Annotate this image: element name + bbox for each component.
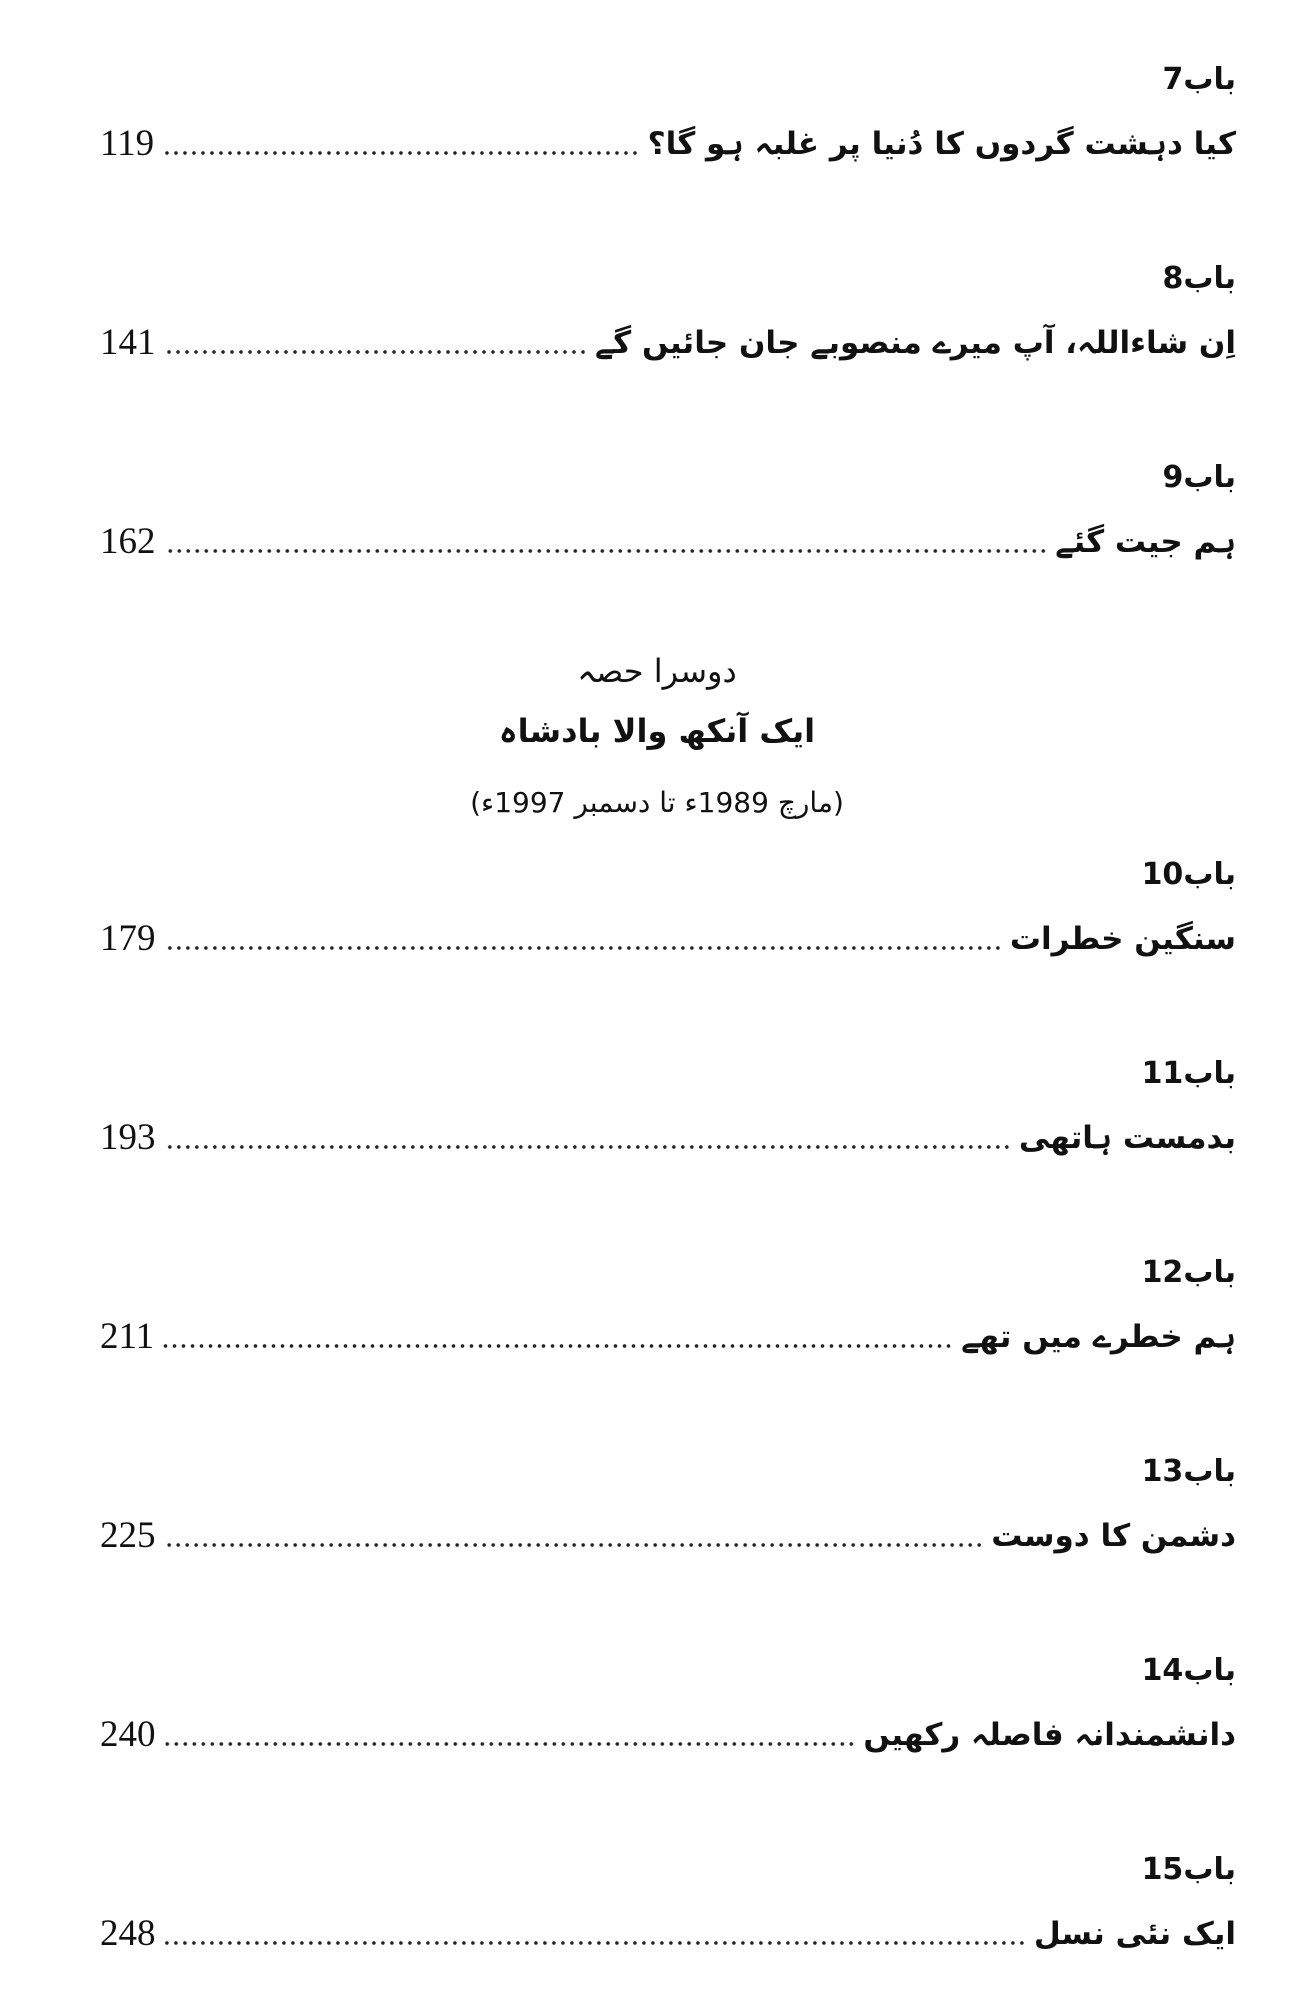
chapter-title: ہم جیت گئے (1055, 524, 1236, 560)
toc-entry[interactable]: باب13 دشمن کا دوست 225 (100, 1452, 1236, 1558)
chapter-heading: باب12 (1141, 1255, 1236, 1290)
dot-leader (163, 1938, 1026, 1948)
page-number: 179 (100, 918, 156, 959)
page-number: 119 (100, 123, 155, 164)
dot-leader (163, 943, 1002, 953)
toc-entry[interactable]: باب9 ہم جیت گئے 162 (100, 458, 1236, 564)
toc-entry[interactable]: باب7 کیا دہشت گردوں کا دُنیا پر غلبہ ہو … (100, 60, 1236, 166)
chapter-title: دشمن کا دوست (991, 1518, 1236, 1554)
dot-leader (162, 1341, 954, 1351)
page-number: 240 (100, 1714, 156, 1755)
toc-entry[interactable]: باب12 ہم خطرے میں تھے 211 (100, 1253, 1236, 1359)
toc-entry[interactable]: باب10 سنگین خطرات 179 (100, 855, 1236, 961)
chapter-title: بدمست ہاتھی (1018, 1120, 1236, 1156)
chapter-title: اِن شاءاللہ، آپ میرے منصوبے جان جائیں گے (595, 325, 1236, 361)
dot-leader (163, 347, 588, 357)
dot-leader (163, 1142, 1011, 1152)
dot-leader (163, 546, 1048, 556)
page-number: 193 (100, 1117, 156, 1158)
page-number: 248 (100, 1913, 156, 1954)
toc-entry[interactable]: باب11 بدمست ہاتھی 193 (100, 1054, 1236, 1160)
chapter-heading: باب14 (1141, 1653, 1236, 1688)
chapter-title: ہم خطرے میں تھے (961, 1319, 1236, 1355)
dot-leader (163, 1739, 856, 1749)
chapter-title: سنگین خطرات (1009, 921, 1236, 957)
section-dates: (مارچ 1989ء تا دسمبر 1997ء) (470, 786, 844, 819)
chapter-heading: باب8 (1162, 261, 1236, 296)
chapter-title: کیا دہشت گردوں کا دُنیا پر غلبہ ہو گا؟ (647, 126, 1236, 162)
page-number: 141 (100, 322, 156, 363)
chapter-heading: باب7 (1162, 62, 1236, 97)
chapter-heading: باب15 (1141, 1852, 1236, 1887)
toc-entry[interactable]: باب8 اِن شاءاللہ، آپ میرے منصوبے جان جائ… (100, 259, 1236, 365)
section-label: دوسرا حصہ (577, 652, 737, 690)
page-number: 162 (100, 521, 156, 562)
chapter-title: ایک نئی نسل (1033, 1916, 1236, 1952)
dot-leader (162, 148, 640, 158)
toc-entry[interactable]: باب14 دانشمندانہ فاصلہ رکھیں 240 (100, 1651, 1236, 1757)
chapter-heading: باب11 (1141, 1056, 1236, 1091)
chapter-heading: باب10 (1141, 857, 1236, 892)
page-number: 225 (100, 1515, 156, 1556)
toc-entry[interactable]: باب15 ایک نئی نسل 248 (100, 1850, 1236, 1956)
chapter-heading: باب9 (1162, 460, 1236, 495)
section-title: ایک آنکھ والا بادشاہ (498, 712, 816, 750)
dot-leader (163, 1540, 984, 1550)
chapter-heading: باب13 (1141, 1454, 1236, 1489)
page-number: 211 (100, 1316, 155, 1357)
chapter-title: دانشمندانہ فاصلہ رکھیں (863, 1717, 1236, 1753)
